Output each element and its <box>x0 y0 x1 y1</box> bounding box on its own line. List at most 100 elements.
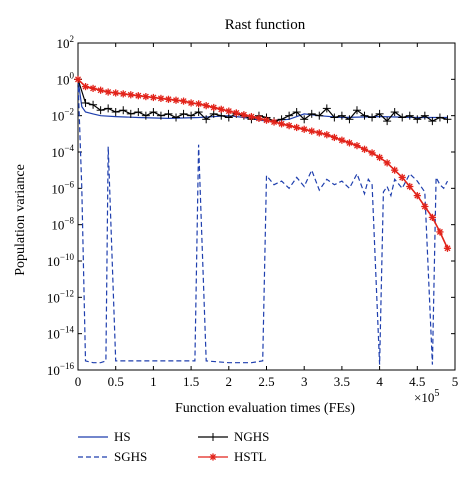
hstl-marker-arm <box>353 142 360 149</box>
hstl-marker-arm <box>210 104 217 111</box>
hstl-marker-arm <box>391 167 398 174</box>
hstl-marker-arm <box>406 183 413 190</box>
hstl-marker-arm <box>286 122 293 129</box>
nghs-marker <box>337 111 346 120</box>
x-tick-label: 1.5 <box>183 374 199 389</box>
nghs-marker <box>141 111 150 120</box>
hstl-marker-arm <box>157 95 164 102</box>
x-tick-label: 3.5 <box>334 374 350 389</box>
nghs-marker <box>315 111 324 120</box>
chart-title: Rast function <box>225 17 306 33</box>
hstl-marker <box>293 123 301 132</box>
hstl-marker-arm <box>361 146 368 153</box>
y-axis-ticks: 102 100 10−2 10−4 10−6 10−8 10−10 10−12 10−14 10−… <box>47 34 455 378</box>
x-axis-ticks: 0 0.5 1 1.5 2 2.5 3 3.5 4 4.5 5 <box>75 43 458 389</box>
hstl-marker <box>270 118 278 126</box>
legend-label: SGHS <box>114 449 147 464</box>
hstl-marker-arm <box>127 91 134 98</box>
x-tick-label: 0 <box>75 374 82 389</box>
nghs-marker <box>292 108 301 117</box>
hstl-marker <box>164 95 173 103</box>
nghs-marker <box>224 113 233 122</box>
hstl-marker-arm <box>263 117 270 124</box>
hstl-marker-arm <box>90 85 97 92</box>
hstl-marker-arm <box>248 113 255 120</box>
hstl-marker <box>398 173 406 182</box>
nghs-marker <box>156 111 165 120</box>
nghs-marker <box>390 108 399 117</box>
y-tick-label: 10−14 <box>47 325 75 342</box>
nghs-marker <box>300 115 309 124</box>
nghs-marker <box>149 108 158 117</box>
hstl-marker-arm <box>323 131 330 138</box>
nghs-marker <box>345 115 354 124</box>
hstl-marker <box>104 88 112 96</box>
x-tick-label: 0.5 <box>108 374 124 389</box>
hstl-marker <box>262 116 271 124</box>
x-axis-multiplier: ×105 <box>414 388 439 405</box>
hstl-marker <box>202 102 210 110</box>
hstl-marker-arm <box>97 87 104 94</box>
x-tick-label: 2 <box>226 374 233 389</box>
hstl-marker <box>172 96 180 104</box>
nghs-marker <box>172 113 181 122</box>
nghs-marker <box>209 109 218 118</box>
legend-item-hstl: HSTL <box>198 449 267 464</box>
nghs-marker <box>187 111 196 120</box>
hstl-marker <box>255 114 263 122</box>
hstl-marker <box>360 145 369 153</box>
hstl-marker <box>436 228 444 236</box>
hstl-marker-arm <box>293 124 300 131</box>
hstl-marker <box>330 133 338 142</box>
hstl-marker-arm <box>421 203 428 210</box>
nghs-marker <box>435 113 444 122</box>
nghs-marker <box>398 113 407 122</box>
nghs-marker <box>368 113 377 122</box>
nghs-marker <box>405 111 414 120</box>
hstl-marker <box>195 100 203 108</box>
hstl-marker <box>345 139 354 147</box>
hstl-marker-arm <box>173 97 180 104</box>
hstl-marker-arm <box>195 100 202 107</box>
hstl-marker <box>240 111 248 119</box>
hstl-marker <box>247 112 256 121</box>
nghs-marker <box>375 109 384 118</box>
hstl-marker-arm <box>316 129 323 136</box>
hstl-marker-arm <box>74 76 82 83</box>
hstl-marker <box>119 90 127 98</box>
y-tick-label: 10−10 <box>47 252 75 269</box>
series-line-sghs <box>77 79 449 365</box>
hstl-marker-arm <box>142 93 149 100</box>
hstl-marker <box>300 125 308 133</box>
nghs-marker <box>413 115 422 124</box>
nghs-marker <box>89 100 98 109</box>
hstl-marker <box>74 75 82 83</box>
nghs-marker <box>104 104 113 113</box>
hstl-marker-arm <box>369 149 376 156</box>
nghs-marker <box>194 108 203 117</box>
nghs-marker <box>420 111 429 120</box>
nghs-marker <box>443 115 452 124</box>
hstl-marker <box>127 91 135 99</box>
nghs-marker <box>217 111 226 120</box>
x-tick-label: 4.5 <box>409 374 425 389</box>
y-tick-label: 102 <box>57 34 75 51</box>
hstl-marker <box>428 213 436 221</box>
hstl-marker <box>277 120 286 128</box>
hstl-marker <box>81 83 90 91</box>
nghs-marker <box>428 117 437 126</box>
legend-item-hs: HS <box>78 429 131 444</box>
hstl-marker <box>406 182 414 191</box>
nghs-marker <box>352 106 361 115</box>
hstl-marker <box>97 86 105 94</box>
hstl-marker <box>383 159 391 167</box>
hstl-marker <box>157 94 165 103</box>
hstl-marker-arm <box>414 192 421 199</box>
nghs-marker <box>322 104 331 113</box>
legend-item-nghs: NGHS <box>198 429 269 444</box>
series-layer <box>74 75 452 365</box>
hstl-marker-arm <box>271 119 278 126</box>
x-tick-label: 2.5 <box>258 374 274 389</box>
hstl-marker <box>187 99 195 107</box>
